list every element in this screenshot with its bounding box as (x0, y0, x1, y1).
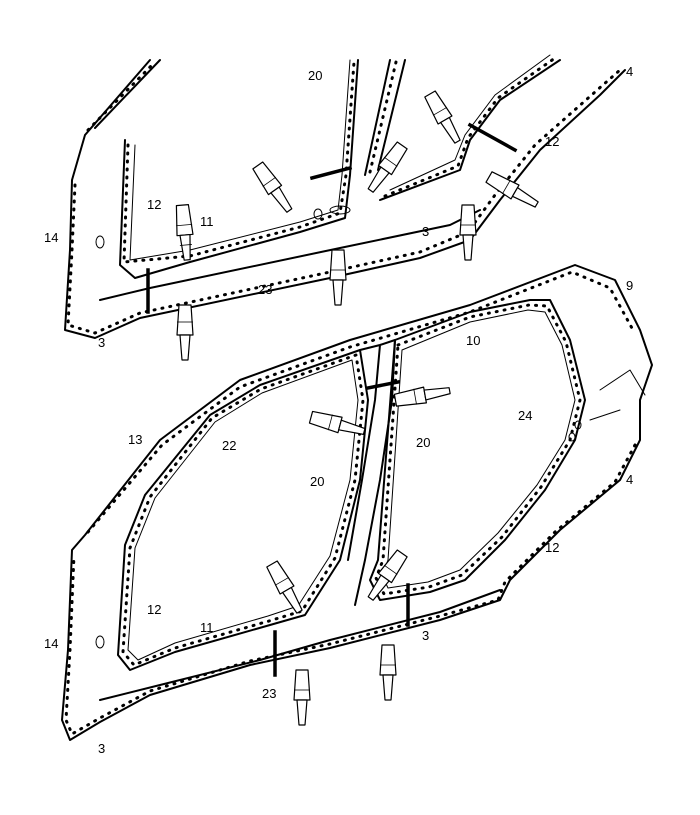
upper-a-pillar-outline (94, 59, 161, 129)
upper-weld-seam-door (122, 60, 356, 264)
callout-label: 12 (147, 197, 161, 212)
callout-label: 20 (310, 474, 324, 489)
upper-hole (313, 208, 323, 220)
lower-hole (568, 432, 576, 442)
lower-cut-line-pillar (365, 379, 401, 391)
welding-clamp-icon (393, 386, 451, 407)
callout-label: 20 (308, 68, 322, 83)
upper-body-side-view: 20 4 12 12 11 14 3 23 3 (44, 54, 633, 361)
welding-clamp-icon (459, 204, 477, 261)
callout-label: 13 (128, 432, 142, 447)
upper-front-door-opening (119, 59, 359, 279)
callout-label: 3 (422, 628, 429, 643)
lower-body-side-view: 9 10 13 22 24 20 20 4 12 12 11 14 23 3 3 (44, 264, 653, 756)
lower-outer-outline (61, 264, 653, 741)
callout-label: 12 (147, 602, 161, 617)
lower-front-door-inner (127, 359, 359, 661)
welding-clamp-icon (424, 90, 461, 144)
lower-hole (95, 635, 105, 649)
upper-rear-door-inner (389, 54, 551, 191)
upper-weld-seam-outer (66, 60, 622, 335)
welding-clamp-icon (329, 249, 347, 306)
callout-label: 3 (98, 741, 105, 756)
upper-hole (95, 235, 105, 249)
welding-clamp-icon (485, 171, 539, 208)
welding-clamp-icon (367, 141, 408, 193)
upper-b-pillar (364, 59, 406, 176)
callout-label: 14 (44, 636, 58, 651)
callout-label: 3 (422, 224, 429, 239)
lower-sill-outline (99, 589, 501, 701)
lower-weld-seam-outer (64, 270, 637, 737)
callout-label: 23 (258, 282, 272, 297)
callout-label: 22 (222, 438, 236, 453)
lower-hole (574, 420, 582, 430)
upper-sill-outline (99, 209, 481, 301)
lower-front-door-opening (117, 349, 369, 671)
welding-clamp-icon (367, 549, 408, 601)
upper-cut-line-pillar (309, 165, 353, 181)
lower-rear-door-opening (369, 299, 586, 601)
welding-clamp-icon (379, 644, 397, 701)
callout-label: 11 (200, 620, 214, 635)
callout-label: 3 (98, 335, 105, 350)
callout-label: 4 (626, 64, 633, 79)
callout-label: 4 (626, 472, 633, 487)
callout-label: 20 (416, 435, 430, 450)
upper-rear-door-opening (379, 59, 561, 201)
lower-b-pillar (347, 339, 396, 606)
lower-weld-seam-front-door (121, 352, 365, 667)
welding-clamp-icon (293, 669, 311, 726)
welding-clamp-icon (266, 560, 303, 614)
callout-label: 10 (466, 333, 480, 348)
callout-label: 9 (626, 278, 633, 293)
callout-label: 11 (200, 214, 214, 229)
upper-slot (329, 205, 351, 215)
welding-clamp-icon (175, 203, 194, 261)
upper-front-door-inner (129, 59, 351, 261)
callout-label: 12 (545, 540, 559, 555)
lower-wheel-arch (589, 369, 646, 421)
welding-clamp-icon (252, 161, 293, 213)
callout-label: 12 (545, 134, 559, 149)
callout-label: 23 (262, 686, 276, 701)
callout-label: 14 (44, 230, 58, 245)
upper-cut-line-rear (467, 122, 518, 153)
welding-clamp-icon (308, 410, 366, 435)
upper-weld-seam-pillar (368, 60, 398, 174)
lower-weld-seam-rear-door (374, 303, 582, 596)
welding-clamp-icon (176, 304, 194, 361)
callout-label: 24 (518, 408, 532, 423)
